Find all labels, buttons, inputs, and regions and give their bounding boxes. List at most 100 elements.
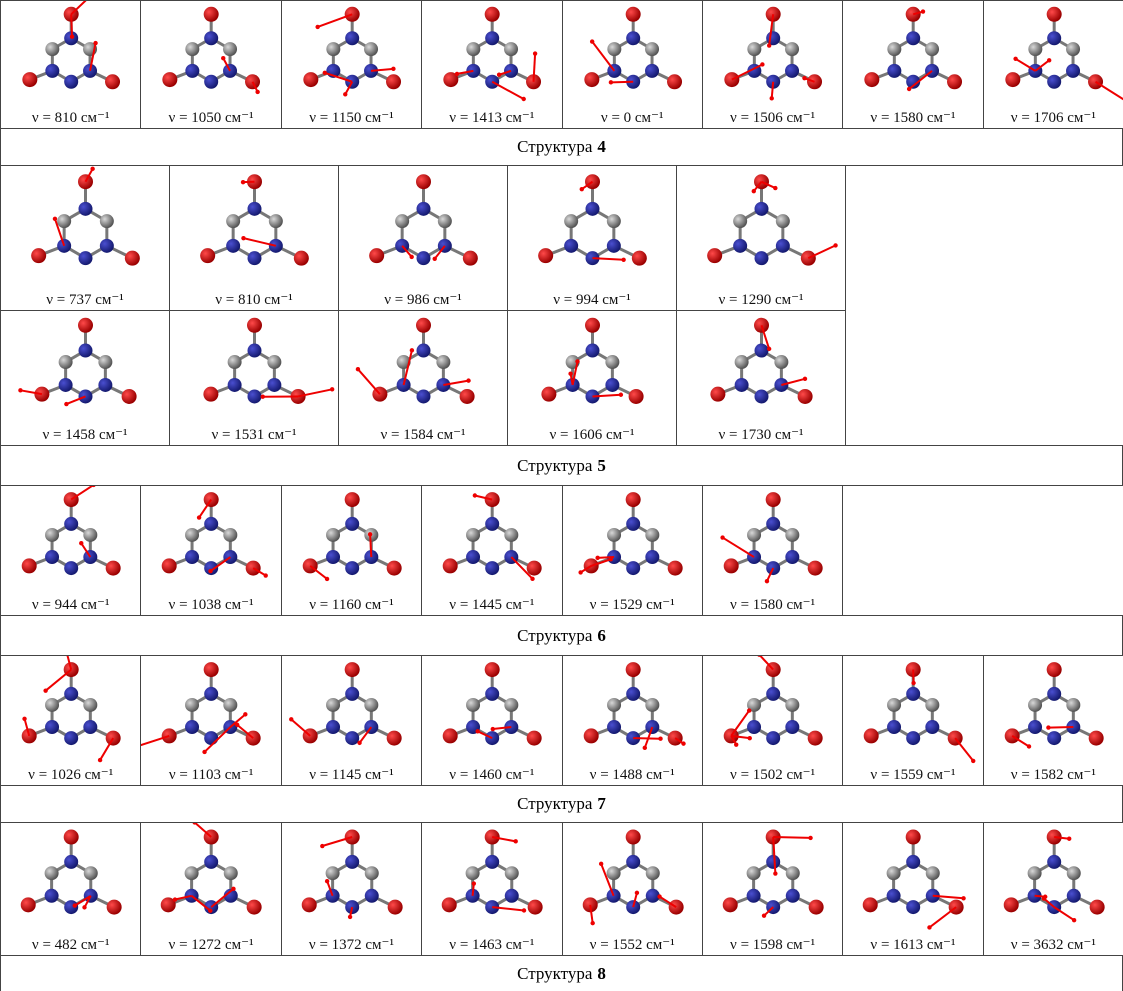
arrow-head: [1072, 918, 1076, 922]
atom: [541, 387, 556, 402]
arrow-head: [773, 871, 777, 875]
atom: [162, 558, 177, 573]
arrow-head: [173, 897, 177, 901]
frequency-label: ν = 1506 см⁻¹: [703, 108, 842, 127]
atom: [527, 731, 542, 746]
frequency-label: ν = 1460 см⁻¹: [422, 765, 561, 784]
atom: [78, 174, 93, 189]
atom: [733, 214, 747, 228]
mode-cell: ν = 1026 см⁻¹: [0, 655, 141, 786]
atom: [809, 900, 824, 915]
figure: ν = 810 см⁻¹ν = 1050 см⁻¹ν = 1150 см⁻¹ ν …: [0, 0, 1123, 991]
atom: [586, 202, 600, 216]
arrow-head: [315, 25, 319, 29]
atom: [645, 698, 659, 712]
atom: [364, 698, 378, 712]
atom: [798, 389, 813, 404]
arrow-head: [221, 56, 225, 60]
atom: [386, 74, 401, 89]
mode-cell: ν = 1150 см⁻¹: [281, 0, 422, 129]
arrow-head: [808, 836, 812, 840]
atom: [417, 389, 431, 403]
frequency-label: ν = 1103 см⁻¹: [141, 765, 280, 784]
frequency-label: ν = 1613 см⁻¹: [843, 935, 982, 954]
atom: [785, 698, 799, 712]
atom: [344, 492, 359, 507]
arrow-head: [244, 712, 248, 716]
atom: [645, 550, 659, 564]
frequency-label: ν = 986 см⁻¹: [339, 290, 507, 309]
atom: [326, 42, 340, 56]
mode-cell: ν = 1706 см⁻¹: [983, 0, 1123, 129]
atom: [906, 900, 920, 914]
frequency-label: ν = 1445 см⁻¹: [422, 595, 561, 614]
displacement-arrow: [1095, 82, 1123, 102]
atom: [774, 355, 788, 369]
atom: [45, 528, 59, 542]
atom: [808, 731, 823, 746]
frequency-label: ν = 1488 см⁻¹: [563, 765, 702, 784]
atom: [45, 550, 59, 564]
arrow-head: [595, 556, 599, 560]
atom: [925, 42, 939, 56]
atom: [64, 75, 78, 89]
atom: [485, 687, 499, 701]
arrow-head: [325, 879, 329, 883]
atom: [626, 855, 640, 869]
atom: [200, 248, 215, 263]
arrow-head: [197, 515, 201, 519]
atom: [387, 900, 402, 915]
mode-cell: ν = 1580 см⁻¹: [702, 485, 843, 616]
atom: [369, 248, 384, 263]
atom: [22, 72, 37, 87]
arrow-head: [18, 388, 22, 392]
atom: [1028, 698, 1042, 712]
arrow-head: [289, 717, 293, 721]
arrow-head: [608, 80, 612, 84]
atom: [710, 387, 725, 402]
arrow-head: [921, 9, 925, 13]
atom: [22, 558, 37, 573]
atom: [906, 7, 921, 22]
arrow-head: [769, 96, 773, 100]
atom: [344, 830, 359, 845]
arrow-head: [568, 372, 572, 376]
arrow-head: [575, 359, 579, 363]
atom: [269, 239, 283, 253]
atom: [303, 72, 318, 87]
atom: [185, 528, 199, 542]
atom: [864, 728, 879, 743]
atom: [64, 731, 78, 745]
frequency-label: ν = 1529 см⁻¹: [563, 595, 702, 614]
arrow-head: [598, 862, 602, 866]
frequency-label: ν = 1290 см⁻¹: [677, 290, 845, 309]
frequency-label: ν = 810 см⁻¹: [1, 108, 140, 127]
atom: [45, 866, 59, 880]
atom: [632, 251, 647, 266]
atom: [203, 387, 218, 402]
frequency-label: ν = 1038 см⁻¹: [141, 595, 280, 614]
atom: [345, 731, 359, 745]
atom: [185, 720, 199, 734]
atom: [345, 561, 359, 575]
caption-text: Структура: [517, 794, 592, 814]
atom: [417, 202, 431, 216]
atom: [64, 517, 78, 531]
mode-cell: ν = 1103 см⁻¹: [140, 655, 281, 786]
arrow-head: [348, 915, 352, 919]
frequency-label: ν = 1050 см⁻¹: [141, 108, 280, 127]
atom: [755, 389, 769, 403]
frequency-label: ν = 1531 см⁻¹: [170, 425, 338, 444]
frequency-label: ν = 1598 см⁻¹: [703, 935, 842, 954]
frequency-label: ν = 944 см⁻¹: [1, 595, 140, 614]
atom: [267, 355, 281, 369]
atom: [947, 74, 962, 89]
atom: [755, 202, 769, 216]
atom: [78, 318, 93, 333]
mode-cell: ν = 1463 см⁻¹: [421, 822, 562, 956]
atom: [735, 378, 749, 392]
arrow-head: [971, 759, 975, 763]
atom: [466, 528, 480, 542]
atom: [504, 528, 518, 542]
atom: [443, 728, 458, 743]
